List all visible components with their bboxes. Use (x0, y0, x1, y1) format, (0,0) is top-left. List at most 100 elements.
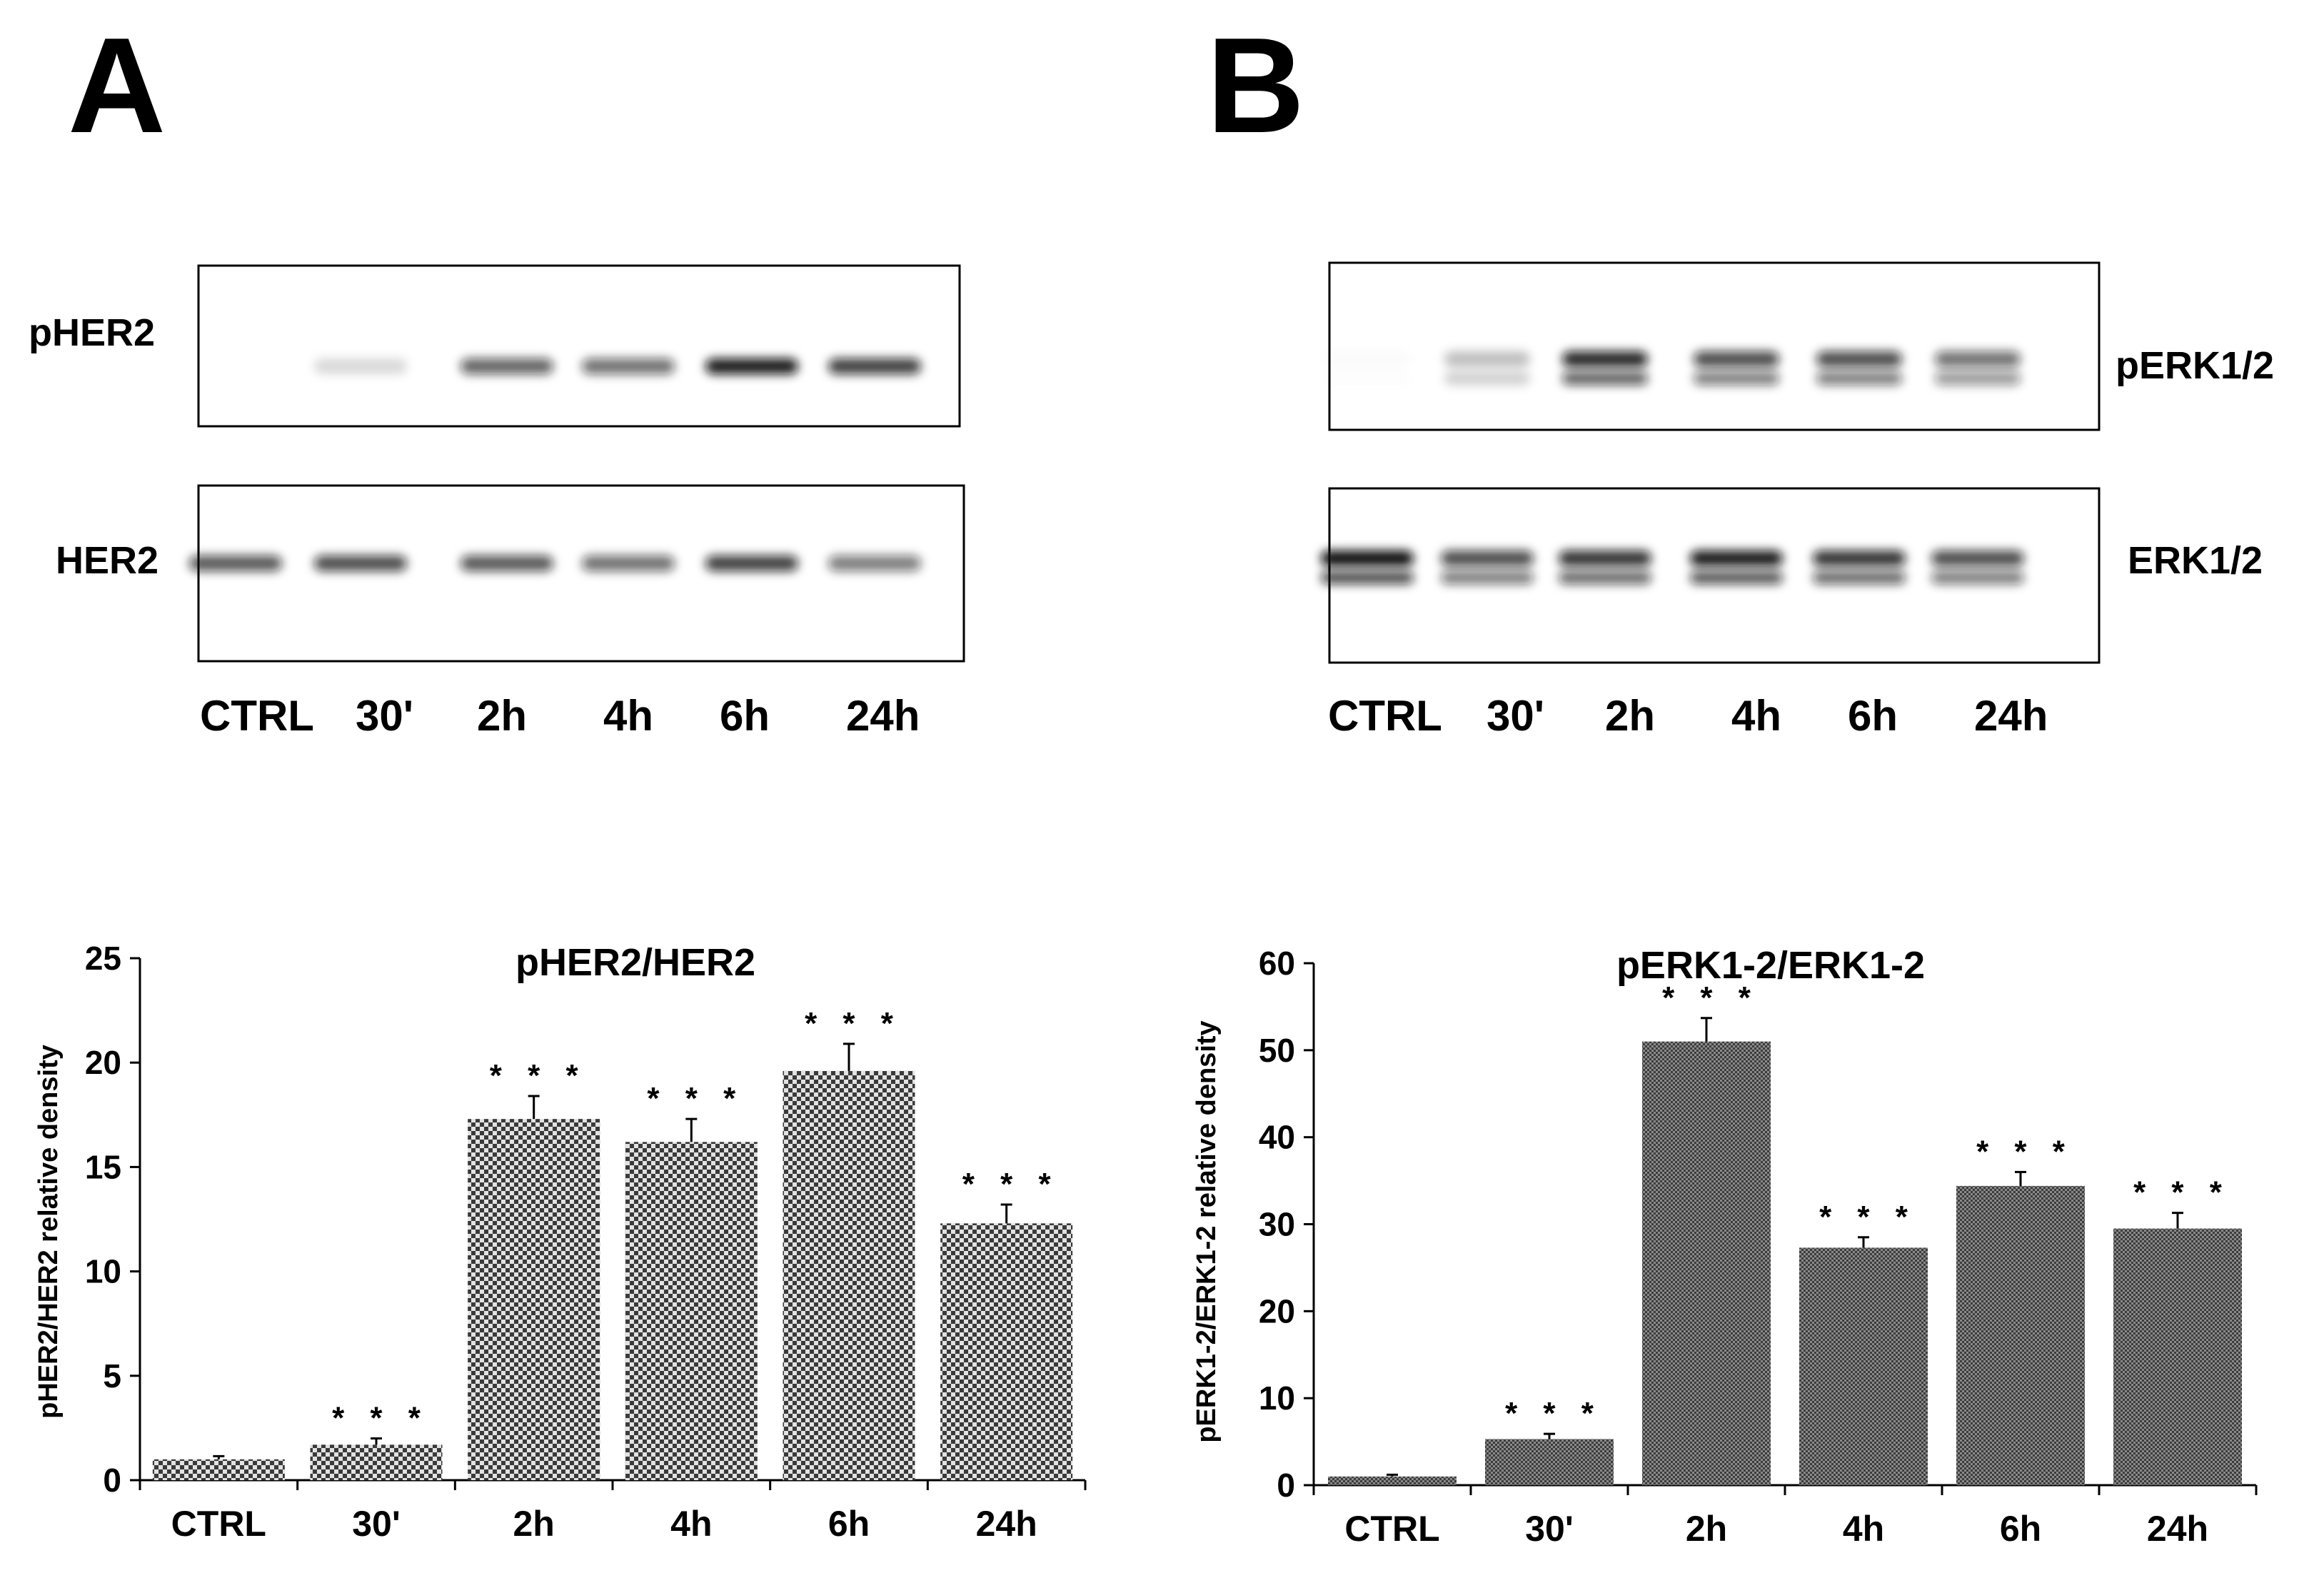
blot-bands (1321, 551, 2024, 584)
bar (783, 1070, 915, 1480)
x-tick-label: 4h (1843, 1509, 1884, 1549)
blot-band (1813, 551, 1906, 566)
blot-band (1324, 351, 1410, 367)
blot-band-lower (1562, 372, 1648, 385)
lane-label: 6h (720, 692, 770, 740)
y-tick-label: 10 (85, 1253, 121, 1290)
blot-label-perk: pERK1/2 (2116, 344, 2274, 387)
y-axis-title: pHER2/HER2 relative density (34, 1045, 64, 1419)
blot-band (461, 358, 553, 374)
blot-frame (197, 484, 965, 663)
bar (1956, 1185, 2085, 1485)
blot-label-erk: ERK1/2 (2128, 539, 2263, 582)
bar (152, 1459, 285, 1480)
blot-erk: ERK1/2 (1321, 487, 2263, 664)
blot-band (828, 358, 921, 374)
bar (468, 1119, 600, 1480)
lane-label: 30' (356, 692, 413, 740)
lane-label: 2h (1605, 692, 1655, 740)
significance-label: * * * (2133, 1175, 2230, 1210)
blot-band-lower (1690, 571, 1783, 584)
x-tick-label: 24h (2147, 1509, 2208, 1549)
panel-letter-a: A (68, 10, 166, 161)
lane-label: 6h (1848, 692, 1898, 740)
lane-labels-b: CTRL 30' 2h 4h 6h 24h (1328, 692, 2048, 740)
blot-perk: pERK1/2 (1324, 261, 2274, 431)
lane-label: CTRL (1328, 692, 1442, 740)
lane-label: 4h (1731, 692, 1781, 740)
bar (1485, 1439, 1614, 1485)
blot-band (1441, 551, 1534, 566)
lane-labels-a: CTRL 30' 2h 4h 6h 24h (200, 692, 920, 740)
y-tick-label: 40 (1259, 1119, 1295, 1156)
lane-label: 30' (1487, 692, 1544, 740)
blot-frame (197, 264, 961, 428)
blot-band (1690, 551, 1783, 566)
bar (1328, 1476, 1457, 1485)
chart-title: pERK1-2/ERK1-2 (1616, 944, 1925, 987)
blot-band (705, 358, 798, 374)
chart-title: pHER2/HER2 (515, 941, 755, 984)
x-tick-label: 2h (513, 1504, 554, 1544)
y-tick-label: 0 (1277, 1467, 1295, 1504)
y-tick-label: 20 (85, 1044, 121, 1081)
panel-letter-b: B (1207, 10, 1304, 161)
y-tick-label: 10 (1259, 1379, 1295, 1417)
blot-band-lower (1444, 372, 1530, 385)
bar (310, 1444, 443, 1480)
panel-b: B pERK1/2 ERK1/2 CTRL 30' 2h 4h 6h 24h (1207, 10, 2274, 740)
bar (1799, 1247, 1928, 1485)
blot-band (828, 556, 921, 571)
x-tick-label: 2h (1686, 1509, 1727, 1549)
blot-label-her2: HER2 (56, 539, 159, 582)
blot-band-lower (1321, 571, 1414, 584)
blot-band (1559, 551, 1651, 566)
significance-label: * * * (1662, 980, 1759, 1015)
significance-label: * * * (490, 1058, 587, 1093)
blot-bands (314, 358, 921, 374)
significance-label: * * * (962, 1167, 1060, 1202)
lane-label: CTRL (200, 692, 314, 740)
blot-band (582, 556, 675, 571)
lane-label: 24h (846, 692, 920, 740)
x-tick-label: 6h (2000, 1509, 2041, 1549)
significance-label: * * * (805, 1006, 902, 1041)
blot-her2: HER2 (56, 484, 965, 663)
significance-label: * * * (1819, 1200, 1916, 1235)
y-tick-label: 20 (1259, 1292, 1295, 1330)
significance-label: * * * (1505, 1396, 1602, 1431)
blot-pher2: pHER2 (29, 264, 961, 428)
blot-band-lower (1813, 571, 1906, 584)
blot-band (1931, 551, 2024, 566)
x-tick-label: 6h (828, 1504, 870, 1544)
bar (1642, 1041, 1771, 1485)
blot-band-lower (1935, 372, 2021, 385)
bar (940, 1223, 1073, 1480)
y-tick-label: 0 (103, 1462, 121, 1499)
significance-label: * * * (1976, 1134, 2073, 1169)
significance-label: * * * (647, 1081, 744, 1116)
blot-band (1321, 551, 1414, 566)
lane-label: 2h (477, 692, 527, 740)
blot-band (189, 556, 282, 571)
y-tick-label: 30 (1259, 1206, 1295, 1243)
bar-chart-perk: pERK1-2/ERK1-2 pERK1-2/ERK1-2 relative d… (1192, 944, 2258, 1549)
x-tick-label: 24h (976, 1504, 1037, 1544)
x-tick-label: 30' (352, 1504, 401, 1544)
blot-band (314, 358, 407, 374)
blot-band-lower (1816, 372, 1902, 385)
blot-frame (1328, 261, 2101, 431)
blot-band-lower (1694, 372, 1779, 385)
y-tick-label: 15 (85, 1148, 121, 1185)
blot-band (1816, 351, 1902, 367)
y-tick-label: 50 (1259, 1032, 1295, 1069)
x-tick-label: 30' (1525, 1509, 1574, 1549)
bar-chart-pher2: pHER2/HER2 pHER2/HER2 relative density 0… (34, 940, 1087, 1544)
blot-band (1562, 351, 1648, 367)
significance-label: * * * (332, 1401, 429, 1436)
bar (2113, 1228, 2242, 1485)
blot-band (461, 556, 553, 571)
y-axis-title: pERK1-2/ERK1-2 relative density (1192, 1020, 1222, 1442)
blot-band (314, 556, 407, 571)
